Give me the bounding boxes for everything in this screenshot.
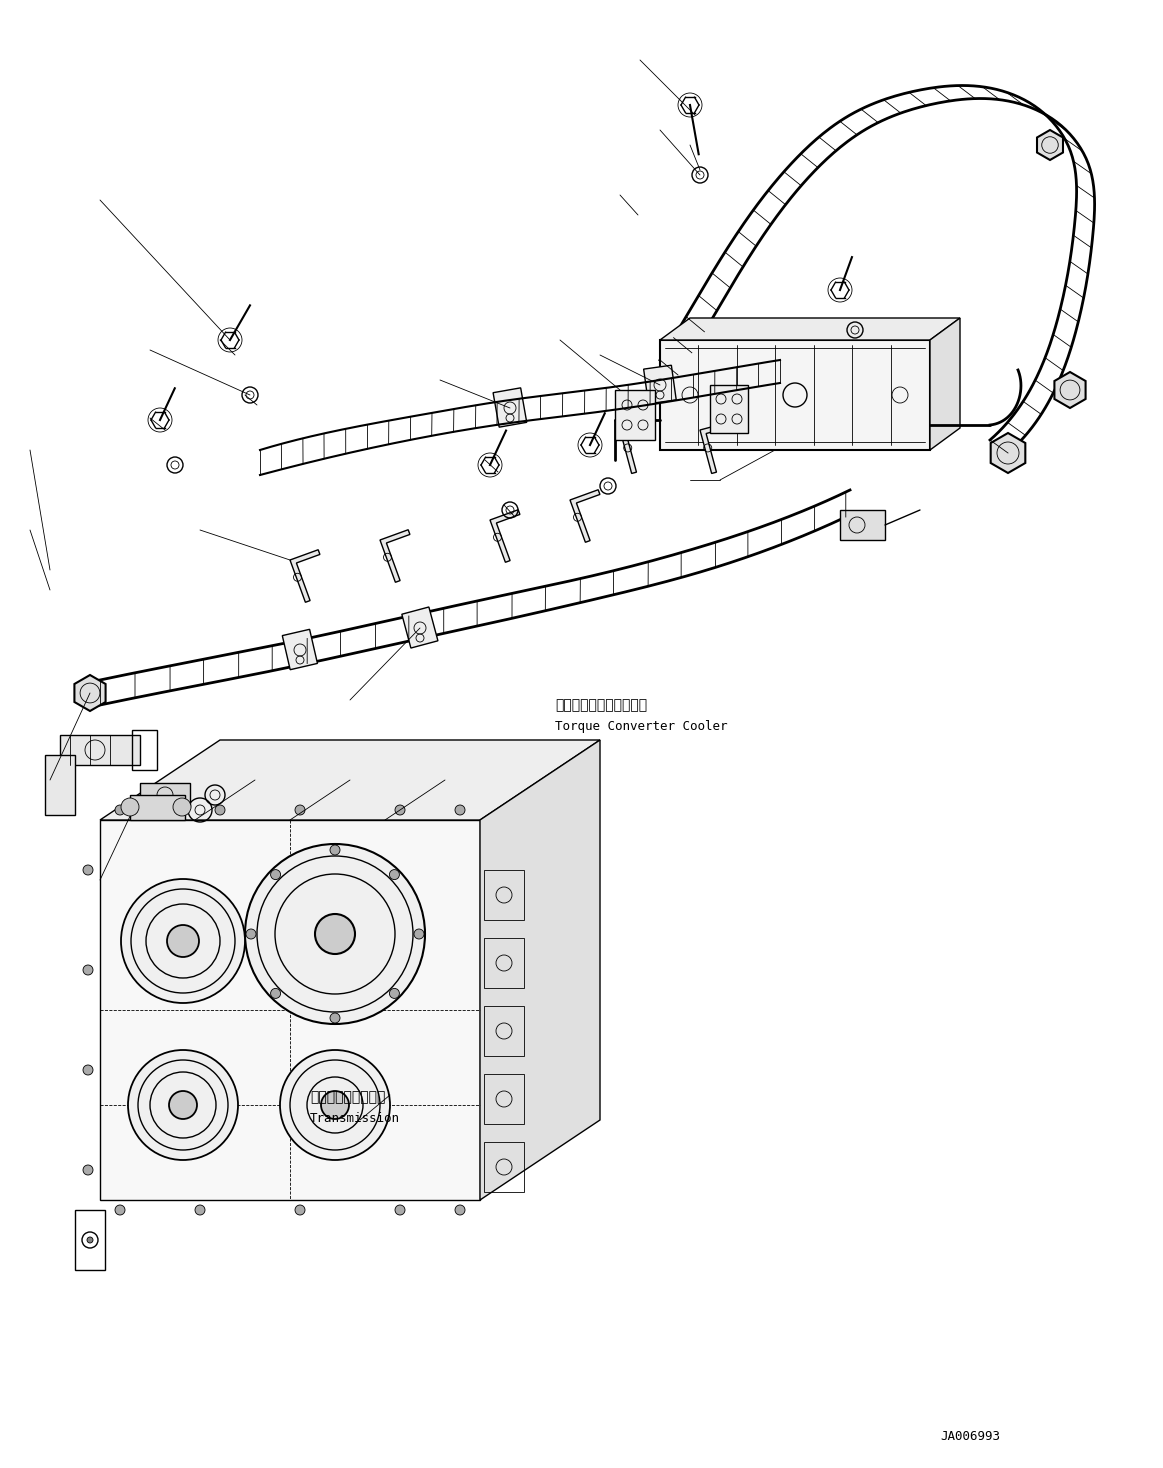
Polygon shape	[620, 423, 650, 474]
Circle shape	[455, 1205, 465, 1216]
Polygon shape	[659, 319, 959, 341]
Circle shape	[87, 1238, 93, 1243]
Circle shape	[280, 1050, 390, 1160]
Circle shape	[395, 804, 405, 815]
Circle shape	[455, 804, 465, 815]
Bar	[484, 1142, 525, 1192]
Bar	[484, 1075, 525, 1124]
Circle shape	[83, 964, 93, 975]
Circle shape	[169, 1091, 197, 1119]
Bar	[840, 509, 885, 540]
Bar	[60, 735, 140, 765]
Polygon shape	[380, 530, 409, 583]
Polygon shape	[100, 821, 480, 1199]
Circle shape	[271, 988, 280, 998]
Circle shape	[167, 925, 199, 957]
Text: トルクコンバータクーラ: トルクコンバータクーラ	[555, 697, 647, 712]
Bar	[484, 1006, 525, 1055]
Circle shape	[155, 804, 165, 815]
Circle shape	[330, 846, 340, 854]
Circle shape	[330, 1013, 340, 1023]
Circle shape	[390, 988, 399, 998]
Bar	[74, 1210, 105, 1270]
Polygon shape	[493, 388, 527, 427]
Circle shape	[115, 804, 124, 815]
Bar	[140, 782, 190, 807]
Bar	[484, 938, 525, 988]
Text: トランスミッション: トランスミッション	[311, 1091, 385, 1104]
Bar	[130, 796, 185, 821]
Polygon shape	[290, 549, 320, 602]
Circle shape	[83, 1064, 93, 1075]
Bar	[709, 385, 748, 433]
Circle shape	[245, 844, 424, 1025]
Polygon shape	[930, 319, 959, 451]
Polygon shape	[700, 423, 730, 474]
Circle shape	[83, 1166, 93, 1174]
Polygon shape	[74, 675, 106, 711]
Circle shape	[247, 929, 256, 940]
Circle shape	[414, 929, 424, 940]
Circle shape	[128, 1050, 238, 1160]
Text: Torque Converter Cooler: Torque Converter Cooler	[555, 719, 728, 733]
Polygon shape	[283, 630, 317, 669]
Polygon shape	[1037, 131, 1063, 160]
Bar	[659, 341, 930, 451]
Circle shape	[195, 1205, 205, 1216]
Polygon shape	[480, 740, 600, 1199]
Text: Transmission: Transmission	[311, 1111, 400, 1124]
Polygon shape	[643, 366, 676, 404]
Bar	[45, 755, 74, 815]
Circle shape	[271, 869, 280, 879]
Polygon shape	[402, 606, 438, 647]
Circle shape	[390, 869, 399, 879]
Circle shape	[115, 1205, 124, 1216]
Polygon shape	[100, 740, 600, 821]
Circle shape	[395, 1205, 405, 1216]
Polygon shape	[490, 509, 520, 562]
Circle shape	[121, 799, 140, 816]
Circle shape	[215, 804, 224, 815]
Circle shape	[315, 915, 355, 954]
Polygon shape	[1055, 371, 1085, 408]
Polygon shape	[570, 490, 600, 542]
Text: JA006993: JA006993	[940, 1430, 1000, 1443]
Bar	[131, 730, 157, 771]
Bar	[615, 390, 655, 440]
Circle shape	[295, 804, 305, 815]
Circle shape	[83, 865, 93, 875]
Bar	[484, 871, 525, 920]
Polygon shape	[991, 433, 1026, 473]
Circle shape	[321, 1091, 349, 1119]
Circle shape	[295, 1205, 305, 1216]
Circle shape	[121, 879, 245, 1003]
Circle shape	[173, 799, 191, 816]
